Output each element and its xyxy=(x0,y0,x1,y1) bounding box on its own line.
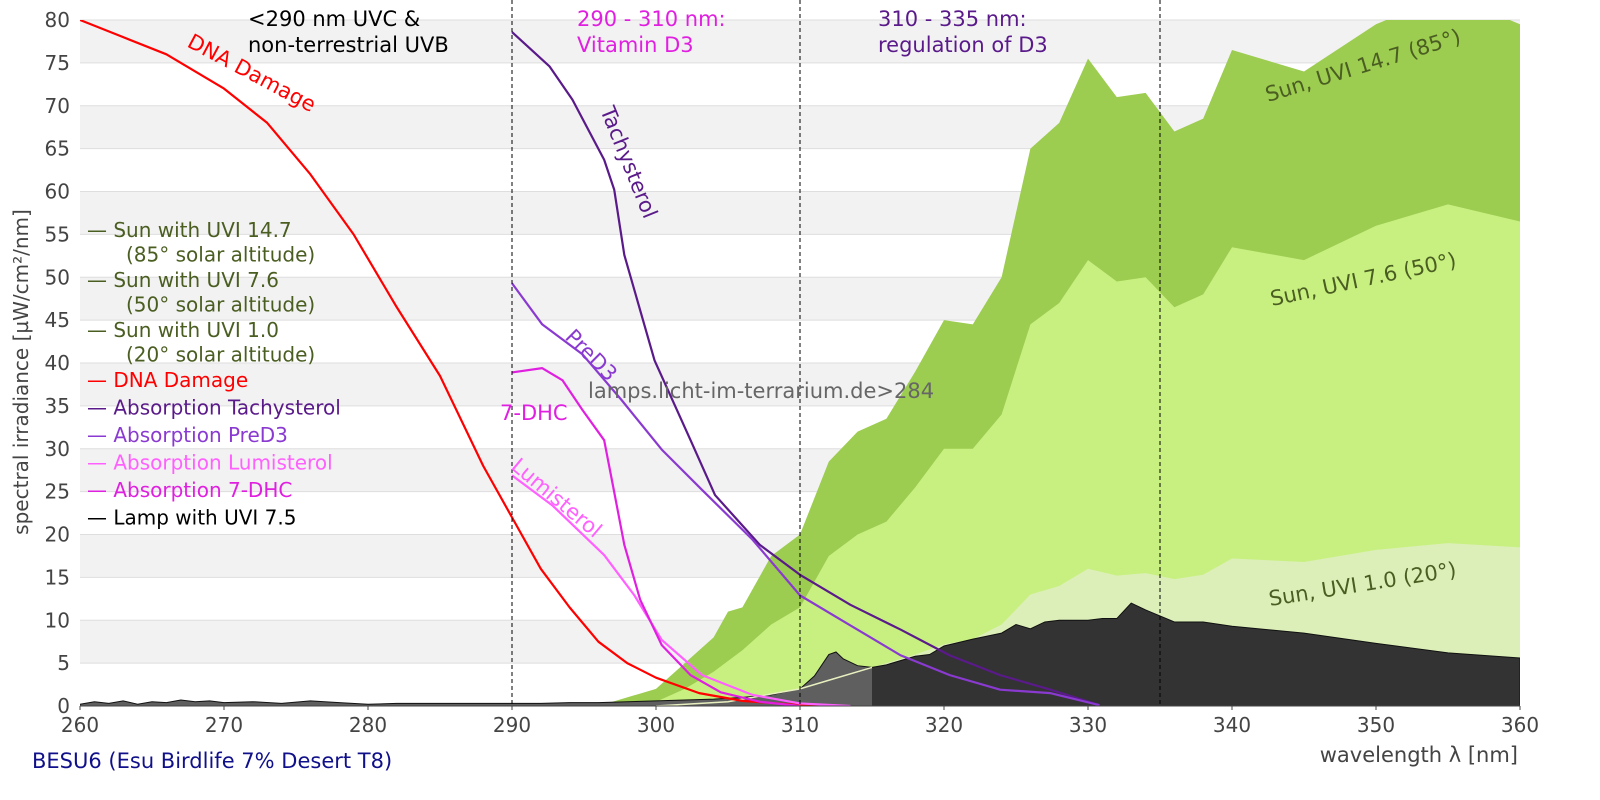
line-series xyxy=(80,20,1100,706)
legend-item: — Lamp with UVI 7.5 xyxy=(87,506,296,530)
legend-item: — Absorption 7-DHC xyxy=(87,478,292,502)
x-tick-label: 350 xyxy=(1357,713,1395,737)
7dhc-label: 7-DHC xyxy=(500,401,568,425)
y-tick-label: 0 xyxy=(57,694,70,718)
grid-band xyxy=(80,20,1520,63)
x-tick-label: 310 xyxy=(781,713,819,737)
watermark: lamps.licht-im-terrarium.de>284 xyxy=(588,379,934,403)
y-tick-label: 30 xyxy=(45,437,70,461)
y-tick-label: 10 xyxy=(45,608,70,632)
y-tick-label: 80 xyxy=(45,8,70,32)
legend: — Sun with UVI 14.7(85° solar altitude)—… xyxy=(87,218,341,530)
x-tick-label: 360 xyxy=(1501,713,1539,737)
lamp-subtitle: BESU6 (Esu Birdlife 7% Desert T8) xyxy=(32,749,392,773)
annotation-vitamin-d3: 290 - 310 nm: Vitamin D3 xyxy=(577,7,732,57)
line-dna-damage xyxy=(80,20,844,706)
y-tick-label: 55 xyxy=(45,222,70,246)
y-tick-label: 15 xyxy=(45,565,70,589)
y-tick-label: 70 xyxy=(45,94,70,118)
legend-item: — Sun with UVI 1.0 xyxy=(87,318,279,342)
lamp-area-uva xyxy=(872,602,1520,706)
y-tick-label: 5 xyxy=(57,651,70,675)
line-7-dhc xyxy=(511,367,801,706)
y-tick-label: 45 xyxy=(45,308,70,332)
x-tick-label: 270 xyxy=(205,713,243,737)
y-tick-label: 60 xyxy=(45,180,70,204)
x-axis-label: wavelength λ [nm] xyxy=(1320,743,1518,767)
y-tick-label: 65 xyxy=(45,137,70,161)
y-tick-label: 40 xyxy=(45,351,70,375)
y-axis-label: spectral irradiance [µW/cm²/nm] xyxy=(9,209,33,535)
legend-item: — DNA Damage xyxy=(87,368,248,392)
legend-item-detail: (50° solar altitude) xyxy=(126,293,315,317)
x-tick-label: 280 xyxy=(349,713,387,737)
legend-item-detail: (20° solar altitude) xyxy=(126,343,315,367)
y-tick-label: 75 xyxy=(45,51,70,75)
legend-item: — Sun with UVI 14.7 xyxy=(87,218,292,242)
y-tick-label: 50 xyxy=(45,265,70,289)
legend-item: — Absorption PreD3 xyxy=(87,423,288,447)
x-tick-label: 330 xyxy=(1069,713,1107,737)
legend-item: — Absorption Lumisterol xyxy=(87,451,333,475)
line-tachysterol xyxy=(511,31,1100,706)
axes: 260 270 280 290 300 310 320 330 340 350 360 0 5 10 15 2… xyxy=(45,8,1540,737)
y-tick-label: 20 xyxy=(45,523,70,547)
annotation-uvc: <290 nm UVC & non-terrestrial UVB xyxy=(248,7,449,57)
legend-item-detail: (85° solar altitude) xyxy=(126,243,315,267)
legend-item: — Absorption Tachysterol xyxy=(87,396,341,420)
x-tick-label: 290 xyxy=(493,713,531,737)
area-series xyxy=(80,20,1520,706)
y-tick-label: 35 xyxy=(45,394,70,418)
x-tick-label: 340 xyxy=(1213,713,1251,737)
y-tick-label: 25 xyxy=(45,480,70,504)
x-tick-label: 260 xyxy=(61,713,99,737)
line-lumisterol xyxy=(511,474,851,706)
legend-item: — Sun with UVI 7.6 xyxy=(87,268,279,292)
x-tick-label: 320 xyxy=(925,713,963,737)
annotation-regulation: 310 - 335 nm: regulation of D3 xyxy=(878,7,1048,57)
line-pred3 xyxy=(511,282,1100,706)
region-dividers xyxy=(511,0,1161,706)
x-tick-label: 300 xyxy=(637,713,675,737)
